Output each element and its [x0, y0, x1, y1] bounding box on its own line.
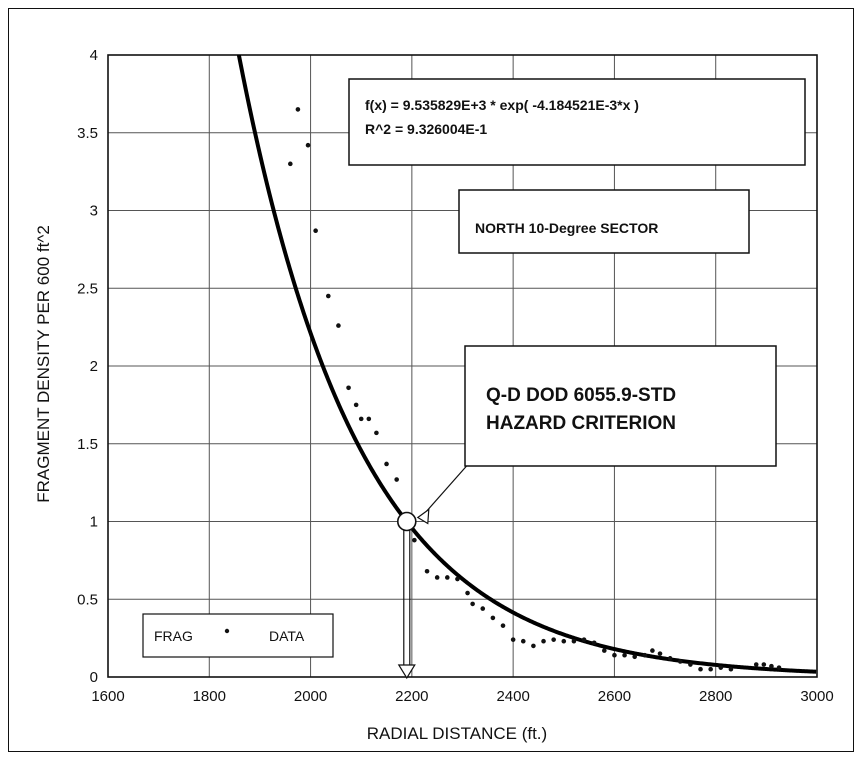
legend-marker [224, 628, 230, 634]
x-tick-label: 2000 [294, 688, 327, 705]
criterion-line1: Q-D DOD 6055.9-STD [486, 385, 676, 406]
data-point [612, 652, 617, 658]
y-tick-label: 3 [90, 203, 98, 220]
data-point [776, 665, 782, 670]
data-point [718, 665, 724, 670]
y-tick-label: 1 [90, 514, 98, 531]
x-tick-label: 2800 [699, 688, 732, 705]
sector-label: NORTH 10-Degree SECTOR [475, 220, 658, 236]
data-point [358, 416, 364, 422]
data-point [465, 590, 470, 596]
data-point [688, 662, 693, 667]
data-point [288, 161, 293, 167]
fit-equation: f(x) = 9.535829E+3 * exp( -4.184521E-3*x… [365, 97, 639, 113]
x-tick-label: 3000 [800, 688, 833, 705]
data-point [480, 606, 486, 611]
y-tick-label: 2 [90, 358, 98, 375]
legend-label-frag: FRAG [154, 628, 193, 644]
data-point [366, 416, 372, 422]
data-point [677, 659, 683, 664]
x-tick-label: 2400 [496, 688, 529, 705]
plot-border [107, 54, 818, 678]
data-point [728, 666, 734, 672]
data-point [541, 638, 546, 644]
data-point [445, 575, 450, 580]
sector-box: NORTH 10-Degree SECTOR [458, 189, 750, 254]
y-tick-label: 3.5 [77, 125, 98, 142]
fit-r-squared: R^2 = 9.326004E-1 [365, 121, 487, 137]
data-point [500, 623, 506, 628]
x-axis-label: RADIAL DISTANCE (ft.) [367, 724, 547, 743]
data-point [520, 638, 526, 644]
data-point [394, 477, 399, 482]
y-tick-label: 0.5 [77, 591, 98, 608]
data-point [602, 648, 607, 653]
data-point [650, 648, 655, 653]
data-point [632, 654, 637, 660]
data-point [551, 637, 556, 642]
data-point [667, 656, 673, 661]
data-point [761, 662, 767, 667]
decay-fit-chart: 1600 1800 2000 2200 2400 2600 2800 3000 0 0.5 1 1.5… [34, 47, 834, 743]
data-point [571, 638, 577, 644]
callout-pointer-line [422, 460, 472, 516]
criterion-line2: HAZARD CRITERION [486, 413, 676, 434]
y-tick-label: 0 [90, 669, 98, 686]
x-tick-label: 1600 [91, 688, 124, 705]
criterion-drop-arrow [397, 664, 416, 680]
criterion-callout: Q-D DOD 6055.9-STD HAZARD CRITERION [416, 345, 777, 525]
data-point [642, 652, 648, 658]
data-point [455, 576, 460, 582]
data-point [305, 142, 311, 148]
callout-arrowhead [416, 508, 430, 525]
data-point [657, 651, 663, 656]
data-point [510, 637, 516, 642]
data-point [561, 638, 567, 644]
data-point [384, 461, 389, 467]
data-point [591, 640, 597, 646]
data-point [769, 663, 774, 669]
data-point [531, 643, 536, 649]
data-point [374, 430, 379, 436]
y-tick-label: 2.5 [77, 280, 98, 297]
data-point [353, 402, 359, 408]
data-point [753, 662, 759, 667]
data-point [412, 537, 417, 543]
criterion-point [396, 511, 417, 532]
data-point [490, 615, 496, 621]
equation-box: f(x) = 9.535829E+3 * exp( -4.184521E-3*x… [348, 78, 806, 166]
y-tick-label: 4 [90, 47, 98, 64]
data-point [622, 652, 627, 658]
y-tick-label: 1.5 [77, 436, 98, 453]
data-point [708, 666, 713, 672]
legend: FRAG DATA [142, 613, 334, 658]
fit-curve-layer [236, 55, 817, 674]
data-point [325, 293, 331, 299]
data-point [346, 385, 351, 391]
data-point [434, 575, 440, 580]
x-tick-label: 2600 [598, 688, 631, 705]
fit-curve [236, 55, 817, 674]
criterion-marks [396, 511, 417, 680]
data-point [698, 666, 703, 672]
data-point [336, 323, 341, 328]
data-point [295, 107, 301, 112]
data-point [470, 601, 475, 607]
chart-frame: 1600 1800 2000 2200 2400 2600 2800 3000 0 0.5 1 1.5… [8, 8, 854, 752]
x-tick-label: 2200 [395, 688, 428, 705]
x-tick-label: 1800 [193, 688, 226, 705]
data-point [581, 637, 587, 642]
legend-label-data: DATA [269, 628, 305, 644]
data-point [313, 228, 318, 234]
data-point [424, 568, 430, 574]
tick-labels: 1600 1800 2000 2200 2400 2600 2800 3000 0 0.5 1 1.5… [77, 47, 834, 705]
y-axis-label: FRAGMENT DENSITY PER 600 ft^2 [34, 225, 53, 503]
data-points-layer [288, 107, 782, 672]
